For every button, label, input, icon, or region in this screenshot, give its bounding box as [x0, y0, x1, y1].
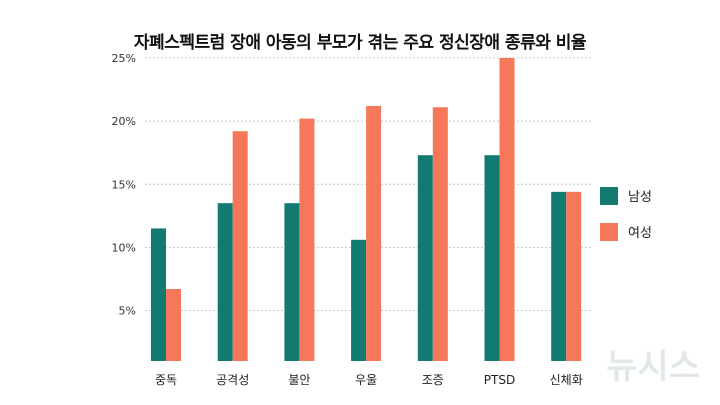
bar-male: [151, 228, 166, 361]
legend-item-male: 남성: [600, 186, 652, 205]
legend-swatch-female: [600, 222, 618, 241]
x-tick-label: 중독: [155, 373, 177, 387]
bar-female: [166, 289, 181, 361]
y-tick-label: 15%: [112, 178, 136, 191]
bar-male: [417, 155, 433, 361]
x-tick-label: 조증: [422, 373, 444, 387]
bar-male: [217, 203, 233, 361]
bar-female: [299, 118, 315, 361]
bar-male: [484, 155, 500, 361]
legend-label-male: 남성: [628, 190, 652, 205]
x-tick-label: PTSD: [484, 373, 515, 387]
bar-male: [551, 191, 567, 361]
y-tick-label: 10%: [112, 241, 136, 254]
bar-female: [232, 131, 248, 361]
bar-male: [351, 239, 367, 361]
watermark-logo: 뉴시스: [606, 347, 700, 387]
y-tick-label: 5%: [119, 305, 136, 318]
x-tick-label: 공격성: [216, 373, 249, 387]
x-tick-label: 불안: [288, 373, 310, 387]
bar-female: [499, 58, 515, 361]
chart-title: 자폐스펙트럼 장애 아동의 부모가 겪는 주요 정신장애 종류와 비율: [133, 33, 587, 53]
bar-female: [366, 105, 382, 361]
legend-swatch-male: [600, 186, 618, 205]
y-tick-label: 25%: [112, 52, 136, 65]
y-tick-label: 20%: [112, 115, 136, 128]
legend-item-female: 여성: [600, 222, 652, 241]
bar-male: [284, 203, 300, 361]
bar-female: [432, 107, 448, 361]
x-tick-label: 신체화: [550, 373, 583, 387]
x-tick-label: 우울: [355, 373, 377, 387]
legend-label-female: 여성: [628, 226, 652, 241]
bar-female: [566, 191, 582, 361]
